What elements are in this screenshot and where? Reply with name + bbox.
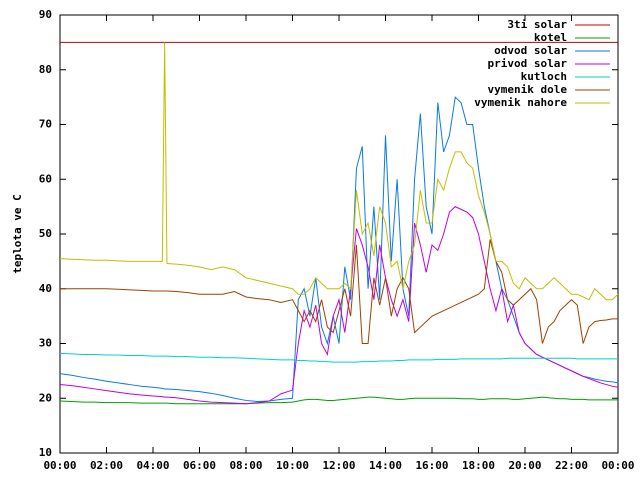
legend-label: 3ti solar bbox=[507, 18, 567, 31]
legend-label: vymenik nahore bbox=[474, 96, 567, 109]
x-tick-label: 08:00 bbox=[229, 459, 262, 472]
x-tick-label: 14:00 bbox=[369, 459, 402, 472]
y-tick-label: 70 bbox=[39, 118, 52, 131]
x-tick-label: 18:00 bbox=[462, 459, 495, 472]
x-tick-label: 20:00 bbox=[508, 459, 541, 472]
y-tick-label: 80 bbox=[39, 63, 52, 76]
series-line bbox=[59, 396, 618, 405]
legend-label: vymenik dole bbox=[488, 83, 568, 96]
x-tick-label: 06:00 bbox=[183, 459, 216, 472]
x-tick-label: 00:00 bbox=[43, 459, 76, 472]
series-line bbox=[59, 206, 619, 405]
legend-label: kutloch bbox=[521, 70, 567, 83]
series-line bbox=[60, 239, 618, 344]
x-tick-label: 16:00 bbox=[415, 459, 448, 472]
y-tick-label: 30 bbox=[39, 337, 52, 350]
x-tick-label: 00:00 bbox=[601, 459, 634, 472]
series-line bbox=[59, 42, 619, 301]
legend-label: privod solar bbox=[488, 57, 568, 70]
x-tick-label: 02:00 bbox=[90, 459, 123, 472]
y-tick-label: 50 bbox=[39, 227, 52, 240]
x-tick-label: 04:00 bbox=[136, 459, 169, 472]
y-tick-label: 10 bbox=[39, 446, 52, 459]
y-axis-label: teplota ve C bbox=[11, 194, 24, 273]
series-line bbox=[59, 352, 618, 363]
legend-label: kotel bbox=[534, 31, 567, 44]
y-tick-label: 40 bbox=[39, 282, 52, 295]
x-tick-label: 12:00 bbox=[322, 459, 355, 472]
x-tick-label: 10:00 bbox=[276, 459, 309, 472]
legend-label: odvod solar bbox=[494, 44, 567, 57]
y-tick-label: 60 bbox=[39, 172, 52, 185]
y-tick-label: 90 bbox=[39, 8, 52, 21]
x-tick-label: 22:00 bbox=[555, 459, 588, 472]
y-tick-label: 20 bbox=[39, 391, 52, 404]
